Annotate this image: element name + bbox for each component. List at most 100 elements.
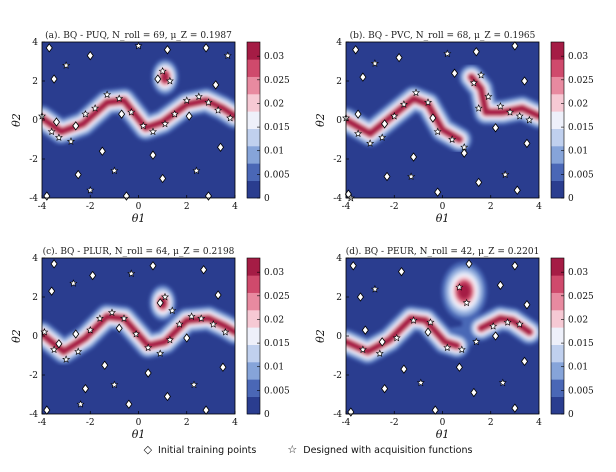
initial-point [523, 300, 531, 310]
designed-point [474, 104, 483, 112]
colorbar-tick-label: 0.03 [568, 268, 588, 278]
y-tick-label: 4 [32, 254, 38, 264]
panel-title: (a). BQ - PUQ, N_roll = 69, μ_Z = 0.1987 [45, 30, 232, 41]
x-tick-label: 4 [232, 418, 238, 428]
x-tick-label: -4 [342, 202, 351, 212]
designed-point [416, 378, 425, 387]
designed-point [110, 166, 119, 175]
colorbar-tick-label: 0.005 [568, 386, 594, 396]
designed-point [127, 269, 136, 278]
designed-point [498, 378, 507, 387]
colorbar-tick-label: 0.01 [568, 363, 588, 373]
initial-point [214, 290, 222, 300]
colorbar-band [551, 344, 564, 363]
designed-point [443, 49, 452, 58]
designed-point [424, 98, 433, 106]
colorbar-frame [550, 257, 565, 415]
designed-point [115, 94, 124, 102]
colorbar-tick-label: 0.03 [264, 52, 284, 62]
designed-point [170, 110, 179, 118]
designed-point [91, 104, 100, 112]
x-tick-label: 0 [136, 202, 142, 212]
designed-point [194, 92, 203, 101]
colorbar-tick-label: 0.03 [264, 268, 284, 278]
colorbar-band [247, 163, 260, 181]
y-tick-label: -4 [333, 410, 342, 420]
density-field [346, 261, 539, 365]
colorbar-band [551, 128, 564, 147]
initial-point [511, 261, 519, 271]
x-axis-label: θ1 [436, 428, 450, 441]
density-ridge-1-level-6 [468, 74, 539, 119]
designed-point [86, 185, 95, 194]
y-tick-label: 0 [336, 116, 342, 126]
initial-point [397, 266, 405, 277]
initial-point [52, 117, 60, 127]
legend-designed: ☆ Designed with acquisition functions [287, 443, 472, 456]
designed-point [390, 111, 399, 120]
designed-point [175, 320, 184, 328]
designed-point [209, 320, 218, 328]
figure-grid: -4 -2 0 2 4 -4 -2 0 2 4 θ1 θ2 (a). BQ - PUQ, N_roll … [10, 30, 594, 441]
initial-point [383, 171, 391, 182]
designed-point [472, 337, 481, 346]
designed-point [358, 345, 367, 354]
colorbar-tick-label: 0 [264, 194, 270, 204]
initial-point [400, 364, 408, 374]
y-tick-label: -4 [333, 194, 342, 204]
y-axis-label: θ2 [314, 113, 327, 127]
colorbar-tick-label: 0.025 [264, 76, 290, 86]
initial-point [492, 331, 500, 341]
designed-point [95, 314, 104, 322]
y-tick-label: 2 [32, 293, 38, 303]
initial-point [219, 362, 227, 372]
designed-point [47, 127, 56, 136]
designed-point [370, 59, 379, 67]
colorbar-tick-label: 0 [568, 194, 574, 204]
x-tick-label: 2 [488, 202, 494, 212]
y-tick-label: 4 [336, 254, 342, 264]
initial-point [154, 74, 162, 84]
panel-b: -4 -2 0 2 4 -4 -2 0 2 4 θ1 θ2 (b). BQ - PVC, N_roll … [314, 30, 594, 225]
colorbar-band [247, 128, 260, 147]
colorbar-band [551, 59, 564, 77]
designed-point [354, 129, 363, 138]
colorbar-frame [246, 41, 261, 199]
colorbar-tick-label: 0 [264, 410, 270, 420]
x-tick-label: 0 [440, 418, 446, 428]
colorbar-tick-label: 0.015 [264, 339, 290, 349]
colorbar-band [247, 292, 260, 311]
initial-point [86, 50, 94, 61]
colorbar-band [247, 59, 260, 77]
initial-point [144, 368, 152, 378]
designed-point [411, 88, 420, 97]
colorbar-tick-label: 0.005 [568, 170, 594, 180]
designed-point [168, 306, 177, 315]
designed-point [409, 316, 418, 324]
y-tick-label: -2 [333, 371, 342, 381]
initial-point [381, 119, 389, 129]
initial-point [460, 148, 468, 158]
initial-point [410, 152, 418, 162]
colorbar-tick-label: 0.025 [568, 292, 594, 302]
colorbar-band [551, 275, 564, 293]
y-tick-label: 2 [336, 77, 342, 87]
designed-point [515, 111, 524, 120]
designed-point [366, 139, 375, 147]
designed-point [192, 166, 201, 175]
y-tick-label: 4 [32, 38, 38, 48]
colorbar-band [551, 327, 564, 345]
y-tick-label: -2 [29, 371, 38, 381]
initial-point [55, 339, 63, 349]
initial-point [200, 265, 208, 275]
initial-point [149, 150, 157, 160]
density-blob-0-level-6 [161, 72, 169, 82]
colorbar-tick-label: 0.02 [264, 99, 284, 109]
designed-point [448, 135, 457, 143]
x-tick-label: -2 [390, 418, 399, 428]
designed-point [392, 333, 401, 342]
designed-point [204, 98, 213, 106]
designed-point [66, 137, 75, 145]
designed-point [165, 335, 174, 344]
initial-point [492, 123, 500, 133]
